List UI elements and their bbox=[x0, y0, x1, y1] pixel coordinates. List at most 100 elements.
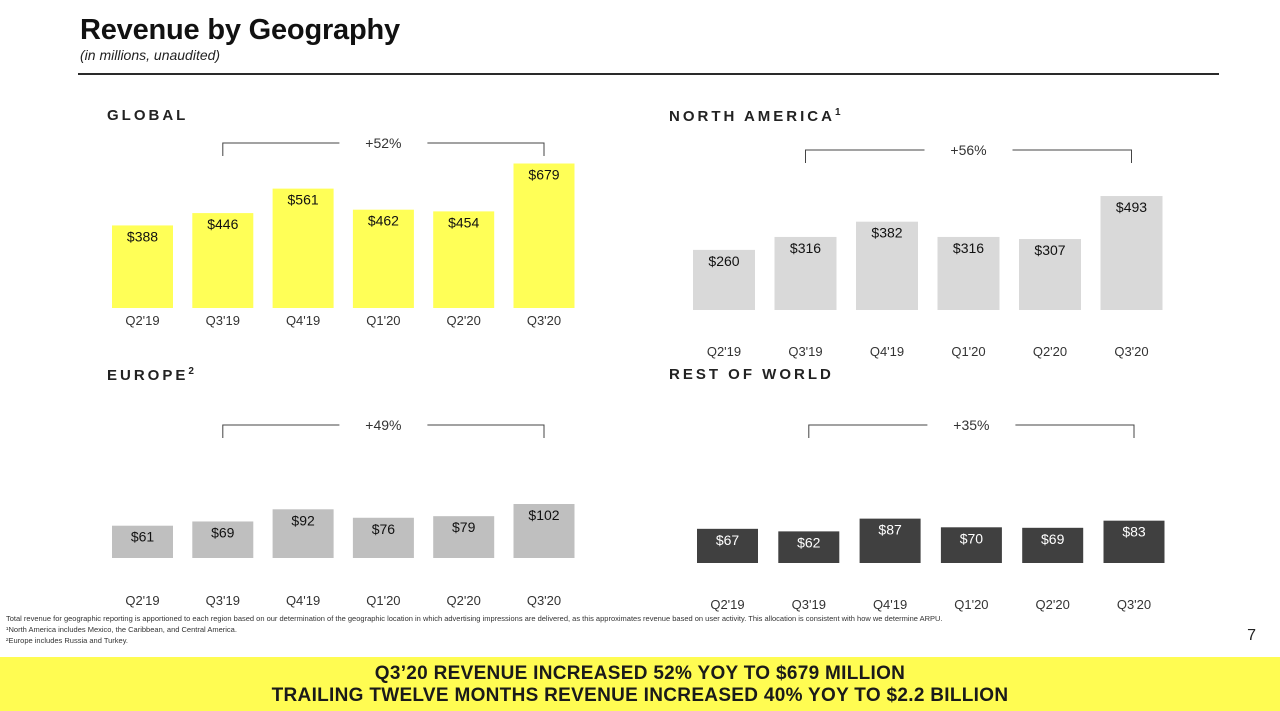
tick-label-north-america-0: Q2'19 bbox=[707, 344, 741, 359]
bar-rest-of-world-3 bbox=[940, 527, 1002, 563]
tick-label-north-america-5: Q3'20 bbox=[1114, 344, 1148, 359]
growth-label-global: +52% bbox=[365, 135, 401, 151]
bar-europe-1 bbox=[192, 521, 254, 558]
panel-title-europe: EUROPE2 bbox=[107, 366, 194, 384]
footnotes: Total revenue for geographic reporting i… bbox=[6, 613, 943, 646]
bar-rest-of-world-2 bbox=[859, 518, 921, 563]
tick-label-north-america-3: Q1'20 bbox=[951, 344, 985, 359]
tick-label-north-america-1: Q3'19 bbox=[788, 344, 822, 359]
chart-global: $388 Q2'19 $446 Q3'19 $561 Q4'19 $462 Q1'20 $454… bbox=[112, 135, 575, 328]
bar-label-north-america-3: $316 bbox=[953, 240, 984, 256]
tick-label-europe-1: Q3'19 bbox=[206, 593, 240, 608]
growth-label-europe: +49% bbox=[365, 417, 401, 433]
tick-label-global-5: Q3'20 bbox=[527, 313, 561, 328]
bar-label-global-3: $462 bbox=[368, 213, 399, 229]
banner-line-2: TRAILING TWELVE MONTHS REVENUE INCREASED… bbox=[271, 685, 1009, 706]
bar-label-global-5: $679 bbox=[528, 167, 559, 183]
growth-bracket-global bbox=[222, 142, 545, 156]
bar-north-america-3 bbox=[937, 236, 1000, 310]
tick-label-rest-of-world-4: Q2'20 bbox=[1036, 597, 1070, 612]
bar-label-europe-3: $76 bbox=[372, 521, 396, 537]
tick-label-rest-of-world-0: Q2'19 bbox=[710, 597, 744, 612]
chart-rest-of-world: $67 Q2'19 $62 Q3'19 $87 Q4'19 $70 Q1'20 $69 Q2'20… bbox=[697, 417, 1165, 612]
tick-label-europe-3: Q1'20 bbox=[366, 593, 400, 608]
tick-label-global-4: Q2'20 bbox=[447, 313, 481, 328]
growth-bracket-europe bbox=[222, 424, 545, 438]
bar-label-europe-0: $61 bbox=[131, 529, 155, 545]
tick-label-north-america-2: Q4'19 bbox=[870, 344, 904, 359]
growth-bracket-rest-of-world bbox=[808, 424, 1135, 438]
tick-label-europe-0: Q2'19 bbox=[125, 593, 159, 608]
bar-europe-0 bbox=[112, 525, 173, 558]
bar-global-3 bbox=[352, 209, 414, 308]
tick-label-rest-of-world-5: Q3'20 bbox=[1117, 597, 1151, 612]
footnote-main: Total revenue for geographic reporting i… bbox=[6, 614, 943, 623]
bar-global-2 bbox=[272, 188, 334, 308]
bar-label-rest-of-world-0: $67 bbox=[716, 532, 740, 548]
bar-north-america-4 bbox=[1019, 239, 1081, 310]
bar-label-europe-1: $69 bbox=[211, 524, 235, 540]
bar-europe-3 bbox=[352, 517, 414, 558]
bar-label-north-america-0: $260 bbox=[708, 253, 739, 269]
tick-label-global-3: Q1'20 bbox=[366, 313, 400, 328]
tick-label-europe-5: Q3'20 bbox=[527, 593, 561, 608]
tick-label-north-america-4: Q2'20 bbox=[1033, 344, 1067, 359]
panel-title-global: GLOBAL bbox=[107, 107, 189, 124]
chart-north-america: $260 Q2'19 $316 Q3'19 $382 Q4'19 $316 Q1'20 $307… bbox=[693, 142, 1163, 359]
bar-global-0 bbox=[112, 225, 173, 308]
tick-label-rest-of-world-1: Q3'19 bbox=[792, 597, 826, 612]
bar-label-north-america-4: $307 bbox=[1034, 242, 1065, 258]
bar-label-europe-2: $92 bbox=[291, 512, 315, 528]
tick-label-europe-4: Q2'20 bbox=[447, 593, 481, 608]
growth-label-rest-of-world: +35% bbox=[953, 417, 989, 433]
bar-label-rest-of-world-4: $69 bbox=[1041, 531, 1065, 547]
bar-label-rest-of-world-1: $62 bbox=[797, 534, 821, 550]
bar-north-america-1 bbox=[774, 236, 837, 310]
bar-label-rest-of-world-2: $87 bbox=[878, 522, 902, 538]
bar-europe-2 bbox=[272, 509, 334, 558]
bar-label-north-america-1: $316 bbox=[790, 240, 821, 256]
bar-label-global-0: $388 bbox=[127, 228, 158, 244]
growth-label-north-america: +56% bbox=[950, 142, 986, 158]
bar-rest-of-world-5 bbox=[1103, 520, 1165, 563]
tick-label-global-0: Q2'19 bbox=[125, 313, 159, 328]
bar-label-rest-of-world-5: $83 bbox=[1122, 524, 1146, 540]
bar-europe-5 bbox=[513, 504, 575, 558]
bar-north-america-0 bbox=[693, 249, 755, 310]
chart-europe: $61 Q2'19 $69 Q3'19 $92 Q4'19 $76 Q1'20 $79 Q2'20… bbox=[112, 417, 575, 608]
bar-north-america-2 bbox=[856, 221, 918, 310]
footnote-1: ¹North America includes Mexico, the Cari… bbox=[6, 625, 237, 634]
bar-label-europe-5: $102 bbox=[528, 507, 559, 523]
bar-label-europe-4: $79 bbox=[452, 519, 476, 535]
tick-label-global-2: Q4'19 bbox=[286, 313, 320, 328]
regional-revenue-charts: $388 Q2'19 $446 Q3'19 $561 Q4'19 $462 Q1'20 $454… bbox=[112, 135, 1165, 612]
bar-europe-4 bbox=[433, 516, 495, 558]
bar-rest-of-world-0 bbox=[697, 528, 758, 563]
bar-rest-of-world-4 bbox=[1022, 527, 1084, 563]
bar-label-global-2: $561 bbox=[288, 192, 319, 208]
bar-global-1 bbox=[192, 213, 254, 308]
growth-bracket-north-america bbox=[805, 149, 1132, 163]
tick-label-rest-of-world-2: Q4'19 bbox=[873, 597, 907, 612]
panel-title-rest-of-world: REST OF WORLD bbox=[669, 366, 834, 383]
page-number: 7 bbox=[1247, 627, 1256, 644]
footnote-marker-2: 2 bbox=[188, 366, 194, 377]
bar-label-north-america-5: $493 bbox=[1116, 199, 1147, 215]
bar-label-rest-of-world-3: $70 bbox=[960, 530, 984, 546]
bar-label-global-4: $454 bbox=[448, 214, 479, 230]
bar-global-5 bbox=[513, 163, 575, 308]
bar-north-america-5 bbox=[1100, 196, 1163, 310]
header-divider bbox=[78, 73, 1219, 75]
bar-global-4 bbox=[433, 211, 495, 308]
bar-label-north-america-2: $382 bbox=[871, 225, 902, 241]
tick-label-rest-of-world-3: Q1'20 bbox=[954, 597, 988, 612]
page-title: Revenue by Geography bbox=[80, 14, 400, 46]
banner-line-1: Q3’20 REVENUE INCREASED 52% YOY TO $679 … bbox=[374, 663, 906, 684]
summary-banner: Q3’20 REVENUE INCREASED 52% YOY TO $679 … bbox=[0, 657, 1280, 711]
bar-label-global-1: $446 bbox=[207, 216, 238, 232]
bar-rest-of-world-1 bbox=[778, 531, 840, 563]
tick-label-global-1: Q3'19 bbox=[206, 313, 240, 328]
footnote-2: ²Europe includes Russia and Turkey. bbox=[6, 636, 129, 645]
panel-title-north-america: NORTH AMERICA1 bbox=[669, 107, 841, 125]
tick-label-europe-2: Q4'19 bbox=[286, 593, 320, 608]
